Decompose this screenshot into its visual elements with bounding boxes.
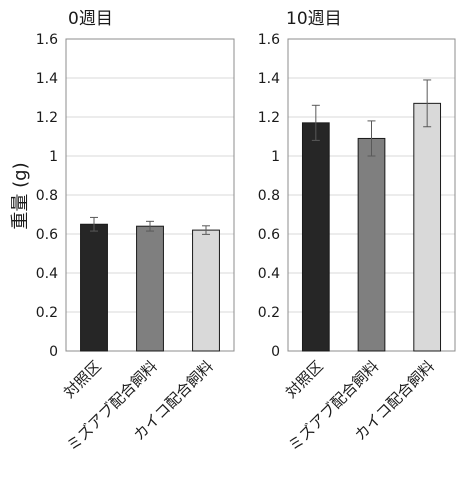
panel-1-ytick-label: 0.8 [36,188,58,204]
panel-1-bar-3 [192,229,220,352]
panel-1-ytick-label: 0.6 [36,227,58,243]
panel-2-ytick-label: 1.2 [258,110,280,126]
panel-1-bar-2 [136,225,164,352]
panel-2-ytick-label: 0.2 [258,305,280,321]
panel-2-ytick-label: 1.4 [258,71,280,87]
panel-1-ytick-label: 0.4 [36,266,58,282]
panel-1-ytick-label: 1 [49,149,58,165]
panel-2-bar-3 [413,102,442,352]
panel-1-category-label-1: 対照区 [60,357,105,402]
panel-1-ytick-label: 0.2 [36,305,58,321]
panel-2-ytick-label: 0 [271,344,280,360]
panel-1-ytick-label: 1.6 [36,32,58,48]
panel-2-bar-1 [301,122,330,352]
panel-1-ytick-label: 1.2 [36,110,58,126]
panel-2-ytick-label: 1.6 [258,32,280,48]
panel-2-ytick-label: 0.6 [258,227,280,243]
panel-2-title: 10週目 [286,9,342,29]
panel-2-ytick-label: 0.8 [258,188,280,204]
panel-2-category-label-1: 対照区 [282,357,327,402]
panel-1-bar-1 [80,223,108,352]
panel-2-ytick-label: 1 [271,149,280,165]
panel-1-ytick-label: 1.4 [36,71,58,87]
panel-1-title: 0週目 [68,9,113,29]
panel-2-bar-2 [357,137,386,352]
panel-2-ytick-label: 0.4 [258,266,280,282]
panel-1-ytick-label: 0 [49,344,58,360]
y-axis-title: 重量 (g) [10,162,31,229]
